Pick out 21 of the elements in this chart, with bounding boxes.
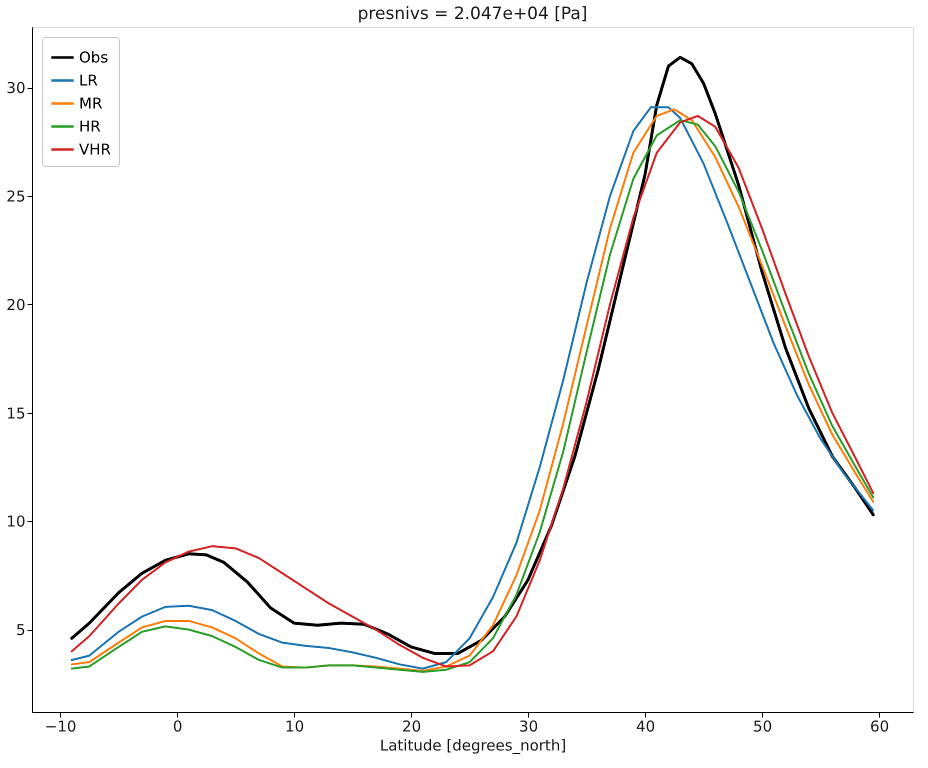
x-tick-label: 10 [285,718,304,736]
y-tick-label: 25 [6,188,26,206]
x-tick-label: 30 [519,718,538,736]
chart-title: presnivs = 2.047e+04 [Pa] [358,4,588,24]
y-tick-label: 20 [6,296,26,314]
x-tick-label: 60 [870,718,890,736]
x-tick-label: 50 [753,718,772,736]
y-tick-label: 5 [16,621,26,640]
legend-label: VHR [79,140,111,158]
x-tick-label: 40 [636,718,656,736]
legend-label: Obs [79,48,108,66]
x-tick-label: 0 [172,718,182,736]
y-tick-label: 15 [6,404,26,422]
x-tick-label: −10 [44,718,76,736]
y-tick-label: 10 [6,512,26,531]
y-tick-label: 30 [6,79,26,98]
legend-label: MR [79,94,102,112]
x-axis-title: Latitude [degrees_north] [380,736,566,754]
legend-label: LR [79,72,98,90]
legend-label: HR [79,118,101,136]
x-tick-label: 20 [402,718,422,736]
